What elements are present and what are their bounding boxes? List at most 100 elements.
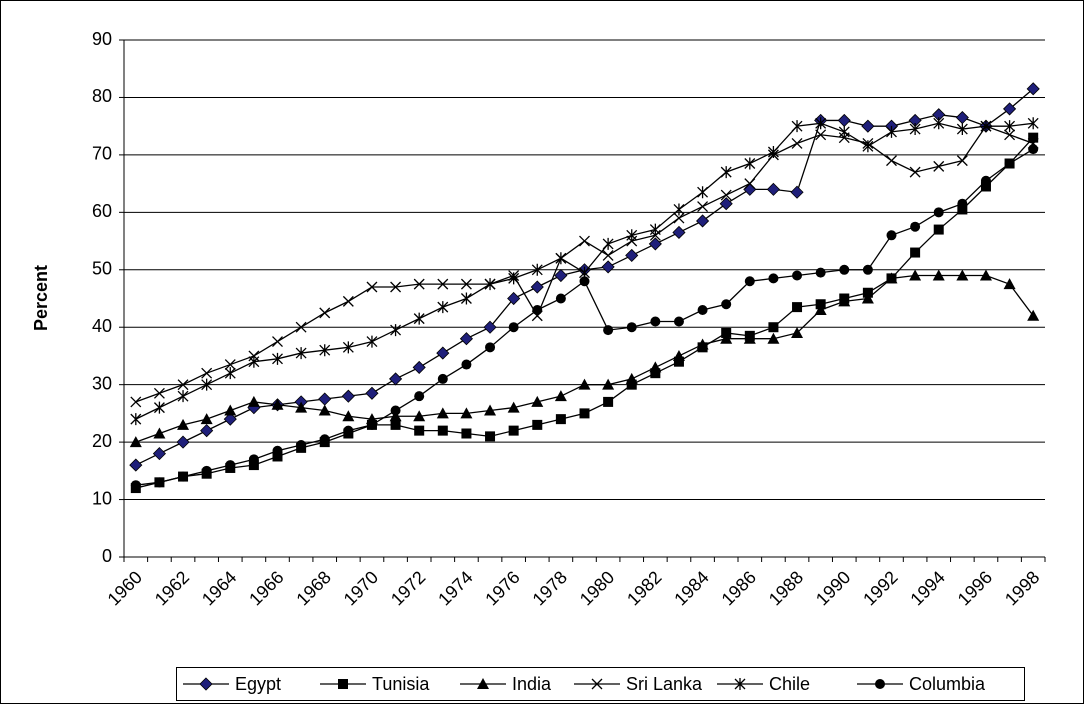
data-point (225, 460, 236, 471)
data-point (909, 269, 922, 281)
legend-label: Columbia (909, 674, 986, 694)
data-point (603, 396, 614, 407)
data-point (437, 425, 448, 436)
data-point (909, 123, 921, 136)
data-point (1004, 120, 1016, 133)
data-point (272, 352, 283, 365)
data-point (295, 347, 307, 360)
data-point (532, 419, 543, 430)
data-point (201, 465, 212, 476)
data-point (390, 405, 401, 416)
data-point (224, 404, 237, 416)
data-point (719, 197, 733, 211)
data-point (979, 269, 992, 281)
data-point (152, 447, 166, 461)
data-point (177, 390, 189, 403)
data-point (223, 412, 237, 426)
data-point (390, 324, 402, 337)
data-point (933, 160, 945, 172)
data-point (815, 267, 826, 278)
data-point (579, 408, 590, 419)
data-point (130, 413, 142, 426)
data-point (815, 117, 827, 130)
legend-marker (591, 678, 603, 690)
data-point (319, 344, 331, 357)
data-point (460, 292, 472, 305)
data-point (414, 425, 425, 436)
data-point (1028, 144, 1039, 155)
data-point (744, 157, 756, 170)
legend-marker (477, 678, 489, 689)
data-point (956, 269, 969, 281)
data-point (507, 401, 520, 413)
legend-label: Sri Lanka (626, 674, 703, 694)
data-point (247, 395, 260, 407)
data-point (910, 247, 921, 258)
data-point (508, 272, 520, 285)
data-point (672, 349, 685, 361)
data-point (341, 389, 355, 403)
data-point (792, 302, 803, 313)
data-point (485, 342, 496, 353)
y-tick-label: 40 (92, 316, 112, 336)
data-point (272, 451, 283, 462)
data-point (744, 178, 756, 190)
data-point (248, 454, 259, 465)
data-point (390, 419, 401, 430)
data-point (366, 335, 378, 348)
data-point (862, 140, 874, 153)
data-point (673, 203, 685, 216)
data-point (956, 123, 968, 136)
data-point (626, 322, 637, 333)
data-point (720, 166, 732, 179)
data-point (601, 260, 615, 274)
data-point (1004, 129, 1016, 141)
data-point (933, 224, 944, 235)
data-point (933, 207, 944, 218)
data-point (129, 458, 143, 472)
data-point (838, 125, 850, 138)
data-point (1027, 117, 1039, 130)
data-point (153, 427, 166, 439)
data-point (672, 225, 686, 240)
data-point (602, 378, 615, 390)
data-point (130, 396, 142, 408)
data-point (154, 477, 165, 488)
data-point (886, 125, 897, 138)
legend-marker (734, 678, 746, 690)
legend-label: India (512, 674, 552, 694)
data-point (437, 301, 449, 314)
data-point (201, 367, 213, 379)
data-point (579, 235, 590, 247)
data-point (508, 425, 519, 436)
data-point (626, 379, 637, 390)
data-point (768, 322, 779, 333)
data-point (177, 418, 190, 430)
data-point (200, 424, 214, 438)
data-point (1026, 82, 1040, 96)
data-point (437, 373, 448, 384)
data-point (743, 332, 756, 344)
data-point (555, 252, 567, 265)
data-point (673, 212, 685, 224)
data-point (957, 198, 968, 209)
data-point (272, 336, 283, 348)
data-point (980, 181, 991, 192)
data-point (957, 204, 968, 215)
data-point (555, 414, 566, 425)
legend-marker (338, 679, 348, 689)
data-point (650, 368, 661, 379)
data-point (767, 146, 779, 159)
data-point (838, 295, 851, 307)
data-point (791, 326, 804, 338)
data-point (507, 291, 521, 306)
data-point (554, 390, 567, 402)
legend-label: Egypt (235, 674, 281, 694)
data-point (815, 129, 827, 141)
y-tick-label: 70 (92, 144, 112, 164)
data-point (201, 378, 213, 391)
data-point (413, 410, 426, 422)
data-point (697, 186, 709, 199)
y-tick-label: 30 (92, 373, 112, 393)
